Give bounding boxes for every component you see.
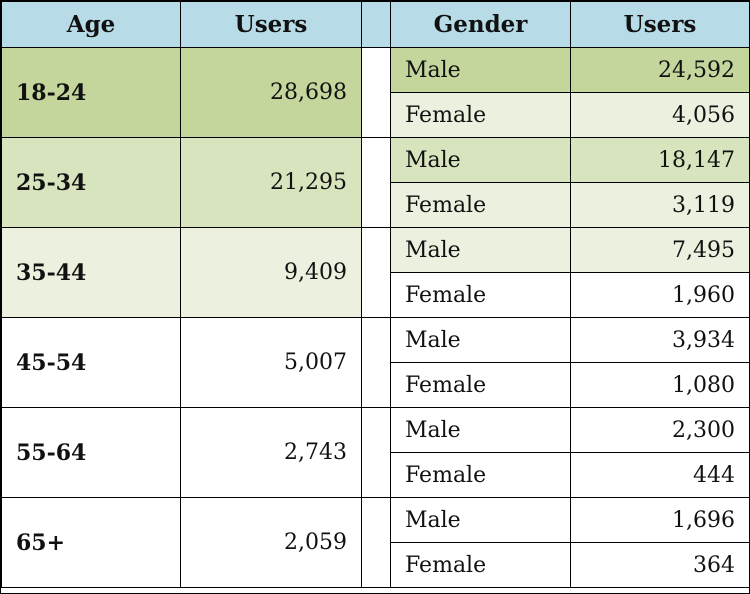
gender-cell: Male <box>390 407 571 453</box>
table-row: 25-34 21,295 Male 18,147 <box>1 137 750 228</box>
gender-users-cell: 18,147 <box>570 137 750 183</box>
age-users-cell: 28,698 <box>180 47 362 138</box>
age-cell: 65+ <box>1 497 181 588</box>
gender-users-cell: 4,056 <box>570 92 750 138</box>
gender-cell: Female <box>390 362 571 408</box>
gap-cell <box>361 317 391 408</box>
gender-users-cell: 7,495 <box>570 227 750 273</box>
gap-cell <box>361 407 391 498</box>
table-row: Female 1,080 <box>2 362 750 408</box>
gender-users-cell: 24,592 <box>570 47 750 93</box>
age-users-cell: 9,409 <box>180 227 362 318</box>
gender-users-cell: 444 <box>570 452 750 498</box>
gender-cell: Male <box>390 137 571 183</box>
gap-cell <box>361 47 391 138</box>
gender-cell: Male <box>390 317 571 363</box>
age-users-cell: 21,295 <box>180 137 362 228</box>
age-cell: 18-24 <box>1 47 181 138</box>
age-cell: 35-44 <box>1 227 181 318</box>
gap-cell <box>361 497 391 588</box>
gender-cell: Male <box>390 227 571 273</box>
header-gap <box>361 1 391 48</box>
table-row: 65+ 2,059 Male 1,696 <box>1 497 750 588</box>
age-cell: 55-64 <box>1 407 181 498</box>
gender-cell: Female <box>390 542 571 588</box>
gender-cell: Male <box>390 497 571 543</box>
gender-users-cell: 2,300 <box>570 407 750 453</box>
gender-users-cell: 1,080 <box>570 362 750 408</box>
gap-cell <box>361 227 391 318</box>
table-row: Female 364 <box>2 542 750 588</box>
gender-cell: Female <box>390 182 571 228</box>
table-row: Female 1,960 <box>2 272 750 318</box>
gender-cell: Female <box>390 92 571 138</box>
age-cell: 25-34 <box>1 137 181 228</box>
gender-users-cell: 364 <box>570 542 750 588</box>
age-users-cell: 2,059 <box>180 497 362 588</box>
gap-cell <box>361 137 391 228</box>
header-age: Age <box>1 1 181 48</box>
table-row: 55-64 2,743 Male 2,300 <box>1 407 750 498</box>
gender-cell: Female <box>390 452 571 498</box>
table-row: 45-54 5,007 Male 3,934 <box>1 317 750 408</box>
gender-users-cell: 3,119 <box>570 182 750 228</box>
gender-cell: Male <box>390 47 571 93</box>
gender-users-cell: 1,696 <box>570 497 750 543</box>
age-users-cell: 2,743 <box>180 407 362 498</box>
header-gender-users: Users <box>570 1 750 48</box>
age-users-cell: 5,007 <box>180 317 362 408</box>
age-cell: 45-54 <box>1 317 181 408</box>
header-gender: Gender <box>390 1 571 48</box>
table-row: Female 4,056 <box>2 92 750 138</box>
gender-users-cell: 1,960 <box>570 272 750 318</box>
gender-cell: Female <box>390 272 571 318</box>
header-users: Users <box>180 1 362 48</box>
table-row: 18-24 28,698 Male 24,592 <box>1 47 750 138</box>
gender-users-cell: 3,934 <box>570 317 750 363</box>
table-row: Female 444 <box>2 452 750 498</box>
header-row: Age Users Gender Users <box>1 1 750 48</box>
table-row: 35-44 9,409 Male 7,495 <box>1 227 750 318</box>
